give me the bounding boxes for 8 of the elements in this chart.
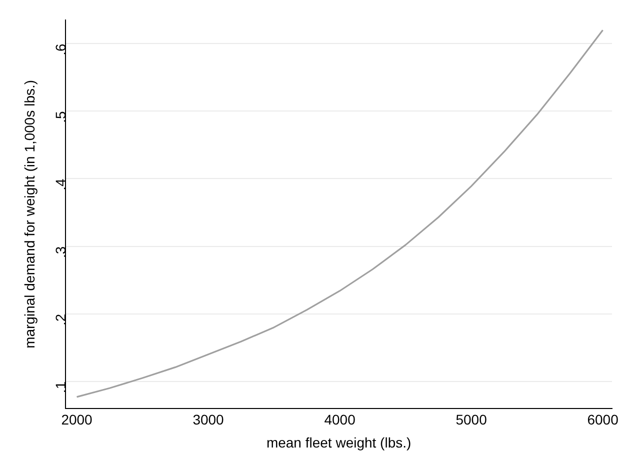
- x-tick-label: 6000: [587, 412, 619, 428]
- x-tick-label: 5000: [456, 412, 488, 428]
- x-tick-label: 4000: [324, 412, 356, 428]
- x-tick-label: 3000: [192, 412, 224, 428]
- x-tick-label: 2000: [61, 412, 93, 428]
- y-axis-title: marginal demand for weight (in 1,000s lbs.): [21, 80, 38, 348]
- y-tick-label: .4: [52, 178, 68, 190]
- x-axis-title: mean fleet weight (lbs.): [266, 434, 412, 450]
